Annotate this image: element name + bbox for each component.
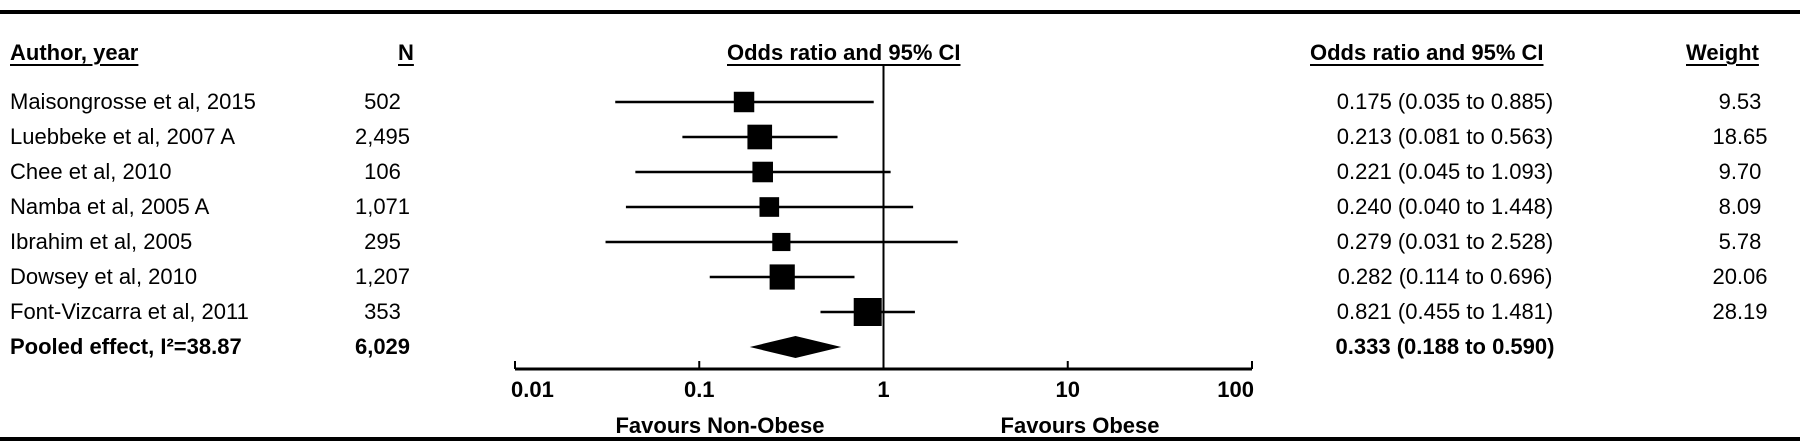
study-ci: 0.175 (0.035 to 0.885): [1336, 89, 1554, 114]
study-weight: 18.65: [1712, 124, 1768, 149]
bottom-rule: [0, 437, 1800, 441]
study-n: 1,207: [354, 264, 411, 289]
study-author: Font-Vizcarra et al, 2011: [10, 299, 249, 324]
favours-non-obese-label: Favours Non-Obese: [615, 413, 824, 438]
study-n: 106: [364, 159, 401, 184]
study-n: 1,071: [354, 194, 411, 219]
study-ci: 0.221 (0.045 to 1.093): [1336, 159, 1554, 184]
study-weight: 20.06: [1712, 264, 1768, 289]
top-rule: [0, 10, 1800, 14]
study-ci: 0.821 (0.455 to 1.481): [1336, 299, 1554, 324]
study-weight: 9.70: [1718, 159, 1762, 184]
header-weight: Weight: [1686, 40, 1759, 65]
study-author: Dowsey et al, 2010: [10, 264, 198, 289]
study-n: 502: [364, 89, 401, 114]
point-estimate-marker: [769, 264, 795, 290]
study-ci: 0.213 (0.081 to 0.563): [1336, 124, 1554, 149]
study-author: Namba et al, 2005 A: [10, 194, 210, 219]
study-ci: 0.240 (0.040 to 1.448): [1336, 194, 1554, 219]
point-estimate-marker: [772, 232, 791, 252]
study-weight: 8.09: [1718, 194, 1762, 219]
study-author: Luebbeke et al, 2007 A: [10, 124, 236, 149]
header-author: Author, year: [10, 40, 139, 65]
study-n: 353: [364, 299, 401, 324]
study-author: Ibrahim et al, 2005: [10, 229, 193, 254]
x-axis-tick-label: 100: [1217, 377, 1254, 402]
x-axis-tick-label: 0.1: [684, 377, 715, 402]
point-estimate-marker: [752, 161, 773, 183]
study-author: Maisongrosse et al, 2015: [10, 89, 256, 114]
study-ci: 0.282 (0.114 to 0.696): [1337, 264, 1553, 289]
study-n: 2,495: [354, 124, 411, 149]
point-estimate-marker: [733, 91, 755, 113]
x-axis-tick-label: 1: [877, 377, 889, 402]
study-n: 295: [364, 229, 401, 254]
study-weight: 28.19: [1712, 299, 1768, 324]
header-plot: Odds ratio and 95% CI: [727, 40, 961, 65]
study-ci: 0.279 (0.031 to 2.528): [1336, 229, 1554, 254]
pooled-ci: 0.333 (0.188 to 0.590): [1335, 334, 1555, 359]
header-n: N: [398, 40, 414, 65]
x-axis-tick-label: 0.01: [511, 377, 554, 402]
pooled-n: 6,029: [354, 334, 411, 359]
favours-obese-label: Favours Obese: [1001, 413, 1160, 438]
pooled-author: Pooled effect, I²=38.87: [10, 334, 242, 359]
study-weight: 9.53: [1718, 89, 1762, 114]
study-weight: 5.78: [1718, 229, 1762, 254]
header-ci: Odds ratio and 95% CI: [1310, 40, 1544, 65]
point-estimate-marker: [759, 197, 780, 217]
point-estimate-marker: [747, 124, 773, 150]
study-author: Chee et al, 2010: [10, 159, 172, 184]
x-axis-tick-label: 10: [1056, 377, 1080, 402]
point-estimate-marker: [853, 298, 882, 326]
pooled-diamond: [749, 336, 842, 358]
